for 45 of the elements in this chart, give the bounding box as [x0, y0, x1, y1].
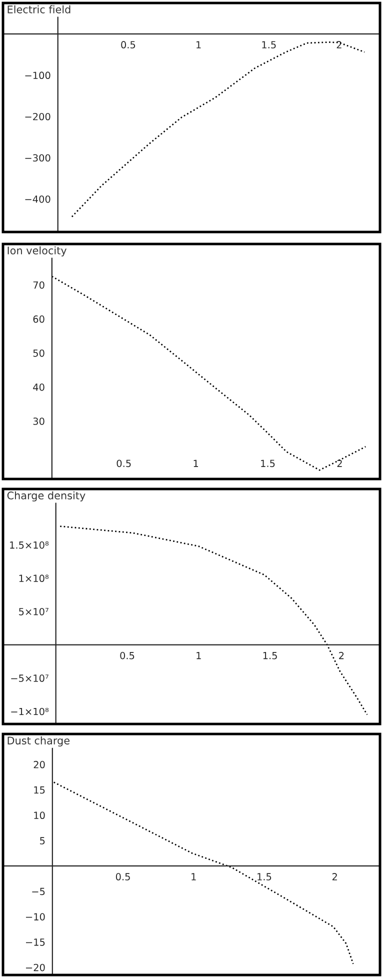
x-tick-label: 1	[196, 41, 201, 48]
chart-title: Dust charge	[8, 736, 70, 746]
y-tick-label: 20	[34, 760, 45, 768]
y-tick-label: 5	[40, 837, 45, 844]
chart-title: Electric field	[8, 5, 70, 14]
x-tick-label: 1.5	[261, 460, 275, 468]
x-tick-label: 1	[196, 652, 201, 660]
chart-title: Charge density	[7, 491, 86, 502]
y-tick-label: 10	[34, 812, 45, 820]
y-tick-label: −100	[25, 72, 50, 80]
y-tick-label: 30	[33, 418, 44, 425]
x-tick-label: 1.5	[258, 873, 272, 880]
x-tick-label: 1.5	[263, 652, 277, 660]
x-tick-label: 0.5	[120, 652, 134, 660]
y-tick-label: −5	[32, 888, 45, 896]
x-tick-label: 1.5	[262, 41, 276, 48]
x-tick-label: 0.5	[116, 873, 130, 880]
y-tick-label: 70	[33, 281, 44, 289]
x-tick-label: 1	[194, 460, 198, 467]
x-tick-label: 1	[192, 873, 196, 880]
line-series	[51, 276, 366, 471]
y-tick-label: 50	[33, 349, 44, 357]
y-tick-label: −10	[26, 913, 45, 920]
x-tick-label: 2	[339, 652, 344, 660]
y-tick-label: −5×10⁷	[11, 674, 48, 682]
line-series	[53, 782, 354, 965]
line-series	[59, 526, 368, 716]
y-tick-label: 1×10⁸	[19, 574, 49, 582]
y-tick-label: 40	[33, 384, 44, 391]
y-tick-label: 60	[33, 315, 44, 323]
y-tick-label: −20	[26, 964, 45, 972]
x-tick-label: 2	[337, 460, 342, 467]
x-tick-label: 2	[332, 873, 337, 880]
y-tick-label: −200	[25, 112, 50, 120]
y-tick-label: 1.5×10⁸	[10, 541, 49, 549]
x-tick-label: 0.5	[121, 41, 136, 48]
line-series	[71, 42, 366, 218]
y-tick-label: −300	[25, 154, 50, 162]
y-tick-label: −15	[26, 938, 45, 946]
chart-title: Ion velocity	[8, 246, 67, 256]
y-tick-label: 5×10⁷	[19, 608, 48, 616]
x-tick-label: 0.5	[116, 460, 131, 468]
y-tick-label: −400	[25, 195, 50, 203]
y-tick-label: −1×10⁸	[11, 708, 49, 716]
y-tick-label: 15	[34, 786, 45, 794]
